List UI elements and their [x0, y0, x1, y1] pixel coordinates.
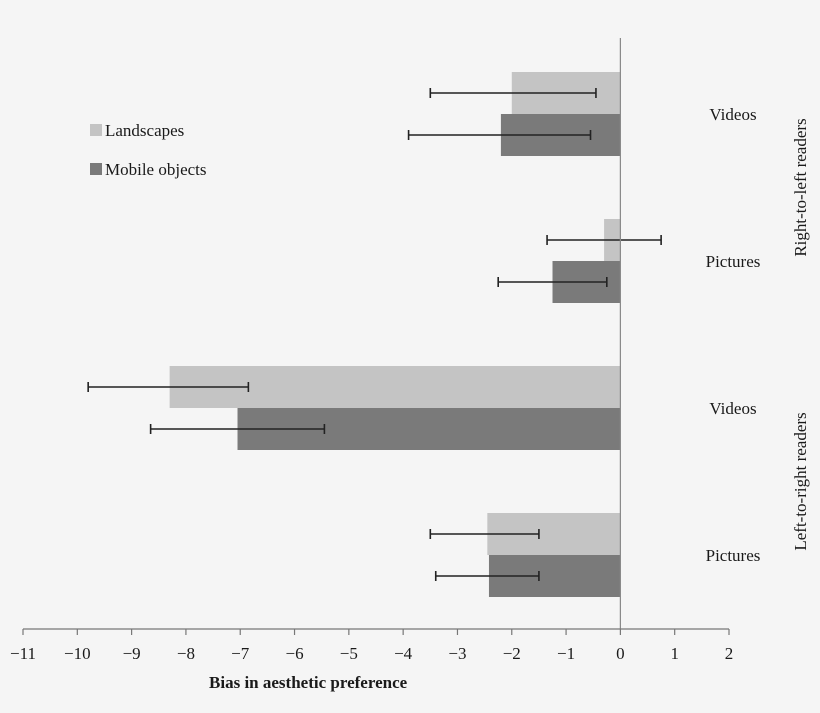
x-axis-title: Bias in aesthetic preference	[209, 673, 408, 692]
category-label: Videos	[709, 105, 756, 124]
x-tick-label: −6	[285, 644, 303, 663]
legend-label: Mobile objects	[105, 160, 207, 179]
error-bars-layer	[87, 88, 662, 581]
legend-swatch-0	[90, 124, 102, 136]
x-tick-label: −4	[394, 644, 413, 663]
category-label: Pictures	[706, 546, 761, 565]
x-tick-label: 1	[670, 644, 679, 663]
legend-label: Landscapes	[105, 121, 184, 140]
x-tick-label: −11	[10, 644, 36, 663]
legend: Landscapes Mobile objects	[90, 121, 207, 179]
x-tick-label: −3	[448, 644, 466, 663]
group-label: Right-to-left readers	[791, 118, 810, 256]
x-tick-label: 0	[616, 644, 625, 663]
x-tick-label: −2	[503, 644, 521, 663]
category-label: Pictures	[706, 252, 761, 271]
x-tick-label: −10	[64, 644, 91, 663]
x-tick-label: −5	[340, 644, 358, 663]
legend-swatch-1	[90, 163, 102, 175]
x-tick-label: −9	[123, 644, 141, 663]
category-label: Videos	[709, 399, 756, 418]
bars-layer	[169, 72, 621, 597]
x-tick-label: −1	[557, 644, 575, 663]
x-tick-label: −8	[177, 644, 195, 663]
group-label: Left-to-right readers	[791, 412, 810, 550]
category-labels: Videos Pictures Right-to-left readers Video…	[706, 105, 810, 565]
x-tick-label: −7	[231, 644, 250, 663]
x-tick-label: 2	[725, 644, 734, 663]
